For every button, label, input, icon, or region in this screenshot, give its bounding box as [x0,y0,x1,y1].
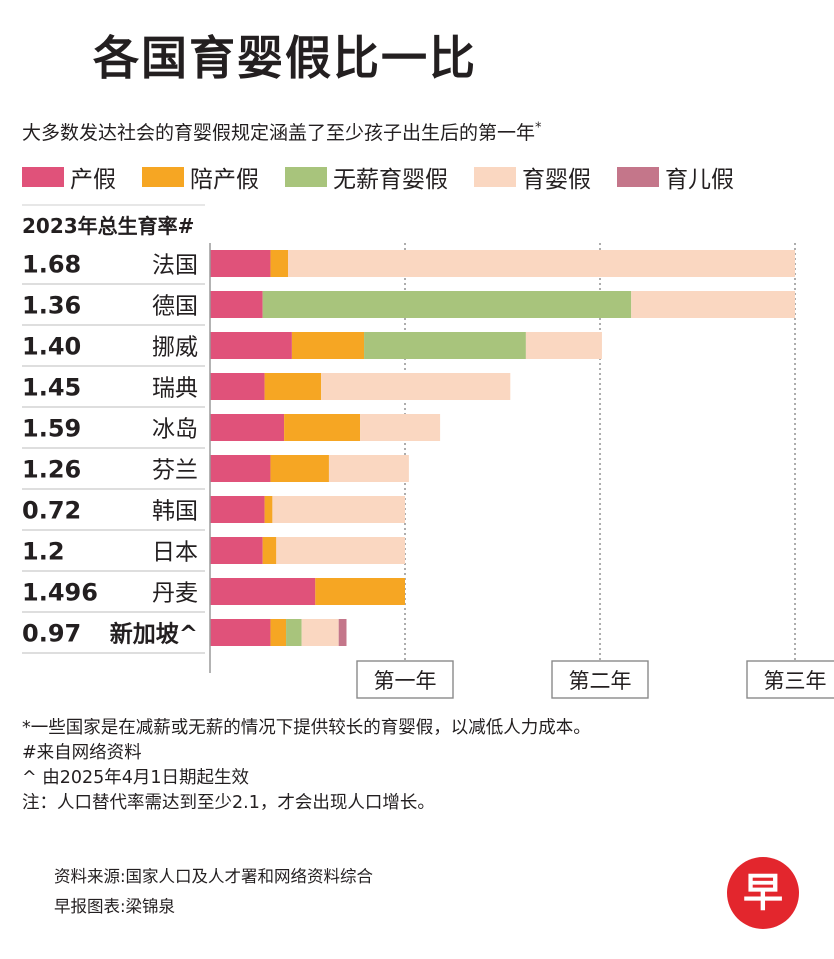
bar-segment-paternity [315,578,405,605]
bar-segment-paternity [264,373,322,400]
year-tick-label: 第三年 [764,669,827,693]
fertility-rate-label: 1.2 [22,538,65,566]
legend-swatch [285,167,327,187]
legend-label: 陪产假 [190,167,259,193]
bar-segment-paternity [291,332,365,359]
fertility-rate-label: 1.496 [22,579,98,607]
fertility-rate-label: 1.40 [22,333,81,361]
fertility-rate-label: 1.59 [22,415,81,443]
bar-segment-maternity [210,537,263,564]
subtitle-text: 大多数发达社会的育婴假规定涵盖了至少孩子出生后的第一年 [22,122,536,144]
fertility-rate-label: 0.72 [22,497,81,525]
legend-swatch [142,167,184,187]
bar-segment-maternity [210,578,316,605]
bar-segment-maternity [210,332,292,359]
bar-segment-unpaid [286,619,302,646]
legend-swatch [22,167,64,187]
legend: 产假 陪产假 无薪育婴假 育婴假 育儿假 [22,160,760,194]
country-label: 瑞典 [152,376,198,402]
bar-segment-parental [272,496,405,523]
year-box [356,660,454,699]
zaobao-logo: 早 [727,857,799,929]
fertility-rate-label: 1.45 [22,374,81,402]
year-tick-label: 第一年 [374,669,437,693]
legend-swatch [474,167,516,187]
footnote: #来自网络资料 [22,743,142,763]
legend-label: 产假 [70,167,116,193]
fertility-rate-header: 2023年总生育率# [22,214,195,238]
bar-segment-parental [301,619,339,646]
fertility-rate-label: 1.68 [22,251,81,279]
country-label: 芬兰 [152,458,198,484]
bar-segment-paternity [270,455,329,482]
fertility-rate-label: 1.26 [22,456,81,484]
footnote: *一些国家是在减薪或无薪的情况下提供较长的育婴假，以减低人力成本。 [22,718,591,738]
bar-segment-parental [525,332,602,359]
bar-segment-maternity [210,414,285,441]
legend-label: 育儿假 [665,167,734,193]
legend-item-unpaid: 无薪育婴假 [285,160,448,194]
legend-item-parental: 育婴假 [474,160,591,194]
bar-segment-maternity [210,373,265,400]
bar-segment-parental [276,537,405,564]
country-label: 挪威 [152,335,198,361]
bar-segment-parental [321,373,511,400]
year-box [746,660,834,699]
year-tick-label: 第二年 [569,669,632,693]
footnote: 注：人口替代率需达到至少2.1，才会出现人口增长。 [22,793,435,813]
fertility-rate-label: 1.36 [22,292,81,320]
country-label: 日本 [152,540,198,566]
country-label: 新加坡^ [110,621,198,648]
bar-segment-childcare [338,619,347,646]
country-label: 德国 [152,294,198,320]
bar-segment-maternity [210,250,271,277]
country-label: 丹麦 [152,581,198,607]
bar-segment-parental [288,250,795,277]
legend-item-paternity: 陪产假 [142,160,259,194]
country-label: 冰岛 [152,417,198,443]
legend-swatch [617,167,659,187]
year-box [551,660,649,699]
bar-segment-paternity [270,619,287,646]
logo-glyph: 早 [743,870,783,916]
country-label: 韩国 [152,499,198,525]
legend-item-maternity: 产假 [22,160,116,194]
legend-label: 育婴假 [522,167,591,193]
bar-segment-paternity [264,496,273,523]
source-credits: 资料来源:国家人口及人才署和网络资料综合 早报图表:梁锦泉 [54,862,373,922]
footnote: ^ 由2025年4月1日期起生效 [22,768,250,788]
footnotes: *一些国家是在减薪或无薪的情况下提供较长的育婴假，以减低人力成本。 #来自网络资… [22,716,591,816]
chart-subtitle: 大多数发达社会的育婴假规定涵盖了至少孩子出生后的第一年* [22,118,542,145]
logo-circle [727,857,799,929]
chart-title: 各国育婴假比一比 [93,31,477,85]
bar-segment-parental [631,291,795,318]
bar-segment-unpaid [364,332,526,359]
legend-item-childcare: 育儿假 [617,160,734,194]
bar-segment-maternity [210,455,271,482]
bar-segment-parental [328,455,409,482]
credit-line: 早报图表:梁锦泉 [54,897,176,916]
source-line: 资料来源:国家人口及人才署和网络资料综合 [54,867,374,886]
bar-segment-maternity [210,496,265,523]
bar-segment-unpaid [262,291,632,318]
bar-segment-parental [360,414,441,441]
legend-label: 无薪育婴假 [333,167,448,193]
country-label: 法国 [152,253,198,279]
bar-segment-maternity [210,291,263,318]
bar-segment-paternity [284,414,361,441]
bar-segment-paternity [270,250,288,277]
bar-segment-paternity [262,537,277,564]
subtitle-footnote-mark: * [535,120,542,136]
bar-segment-maternity [210,619,271,646]
fertility-rate-label: 0.97 [22,620,81,648]
